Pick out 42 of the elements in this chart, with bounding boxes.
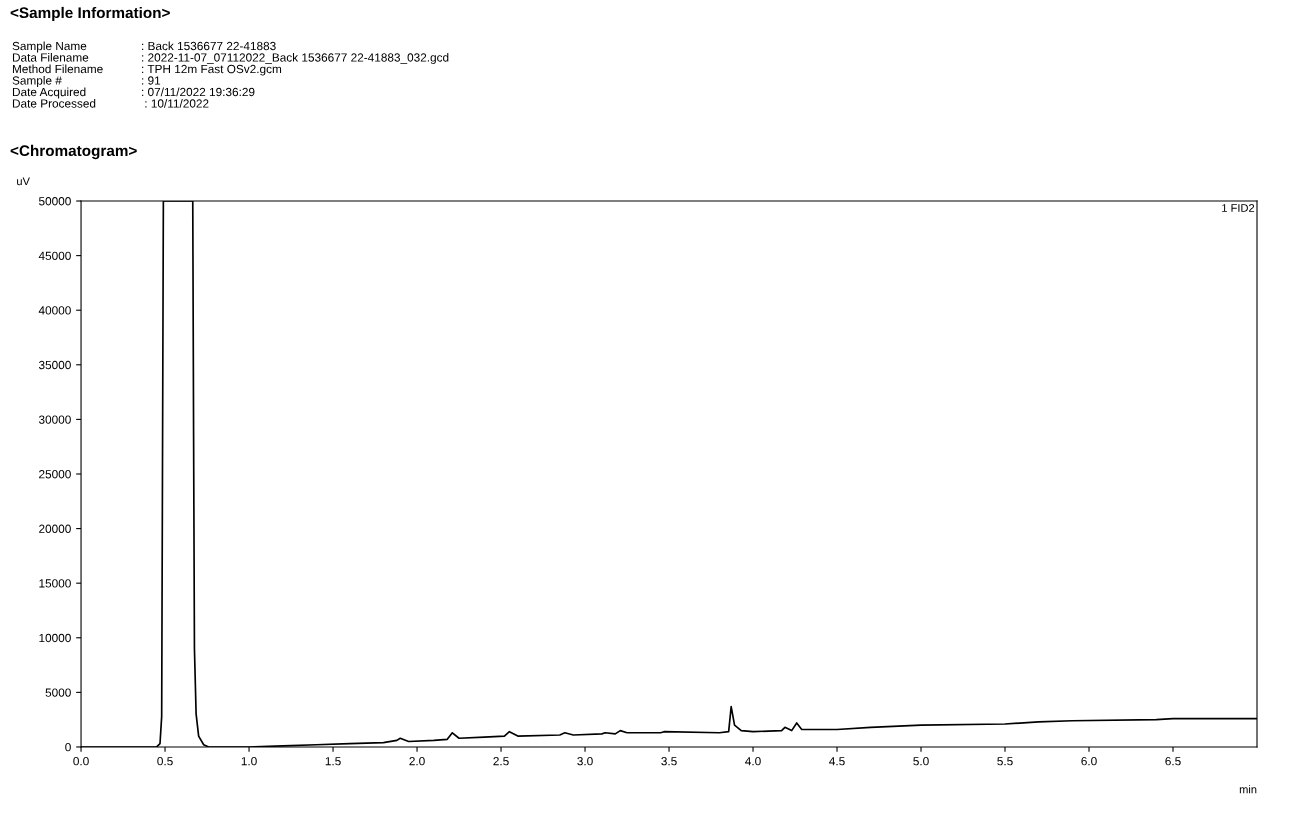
y-tick-label: 40000	[38, 306, 71, 315]
text: : 10/11/2022	[145, 99, 209, 108]
x-tick-label: 1.0	[241, 757, 257, 766]
text: Sample Name	[12, 41, 87, 53]
annotation: 1 FID2	[1222, 204, 1255, 212]
y-tick-label: 35000	[38, 360, 71, 370]
x-tick-label: 3.5	[661, 757, 677, 766]
y-tick-label: 20000	[39, 524, 71, 533]
x-tick-label: 5.0	[913, 757, 929, 766]
text: Date Processed	[12, 99, 96, 108]
x-tick-label: 0.0	[73, 757, 89, 766]
chart-title: <Sample Information>	[10, 6, 170, 22]
y-tick-label: 15000	[39, 579, 71, 588]
chart-subtitle: <Chromatogram>	[10, 144, 137, 160]
y-tick-label: 10000	[39, 633, 71, 643]
text: Method Filename	[12, 64, 103, 74]
text: : TPH 12m Fast OSv2.gcm	[142, 64, 282, 76]
x-tick-label: 2.0	[409, 757, 425, 766]
x-tick-label: 5.5	[997, 757, 1013, 766]
y-tick-label: 30000	[38, 415, 71, 424]
x-tick-label: 0.5	[157, 757, 173, 766]
text: Sample #	[12, 76, 62, 87]
y-tick-label: 45000	[38, 251, 71, 260]
x-tick-label: 3.0	[577, 757, 593, 766]
y-tick-label: 0	[65, 743, 71, 752]
text: : Back 1536677 22-41883	[142, 41, 276, 51]
y-axis-title: uV	[17, 177, 30, 186]
x-tick-label: 4.0	[745, 757, 761, 766]
text: Date Acquired	[12, 87, 86, 99]
y-tick-label: 50000	[38, 197, 71, 206]
x-tick-label: 1.5	[325, 757, 341, 766]
x-axis-title: min	[1239, 785, 1257, 794]
text: Data Filename	[12, 53, 89, 62]
x-tick-label: 6.0	[1081, 757, 1097, 766]
x-tick-label: 6.5	[1165, 757, 1181, 766]
text: : 2022-11-07_07112022_Back 1536677 22-41883_032.gcd	[142, 53, 449, 64]
x-tick-label: 2.5	[493, 757, 509, 766]
x-tick-label: 4.5	[829, 757, 845, 766]
text: : 91	[142, 76, 161, 85]
y-tick-label: 5000	[45, 688, 71, 697]
y-tick-label: 25000	[39, 470, 71, 479]
text: : 07/11/2022 19:36:29	[142, 87, 255, 97]
